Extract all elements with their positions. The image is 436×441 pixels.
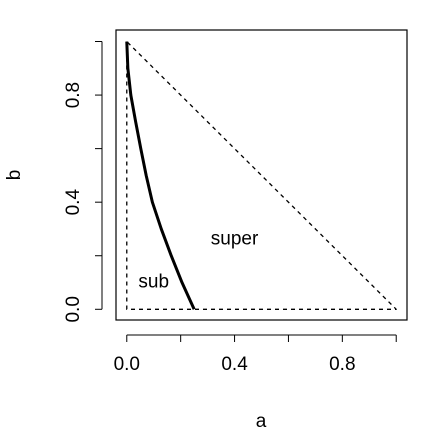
series-line (126, 41, 397, 310)
x-tick-label: 0.0 (114, 354, 140, 375)
y-tick-label: 0.4 (63, 189, 84, 216)
annotation: sub (138, 272, 169, 293)
y-axis-label: b (4, 170, 25, 181)
x-tick-label: 0.4 (221, 354, 248, 375)
annotation: super (211, 229, 259, 250)
x-tick-label: 0.8 (329, 354, 355, 375)
plot-frame (115, 29, 408, 321)
y-tick-label: 0.8 (63, 82, 84, 108)
x-axis-label: a (256, 411, 267, 432)
series-line (125, 41, 196, 310)
y-tick-label: 0.0 (63, 296, 84, 322)
